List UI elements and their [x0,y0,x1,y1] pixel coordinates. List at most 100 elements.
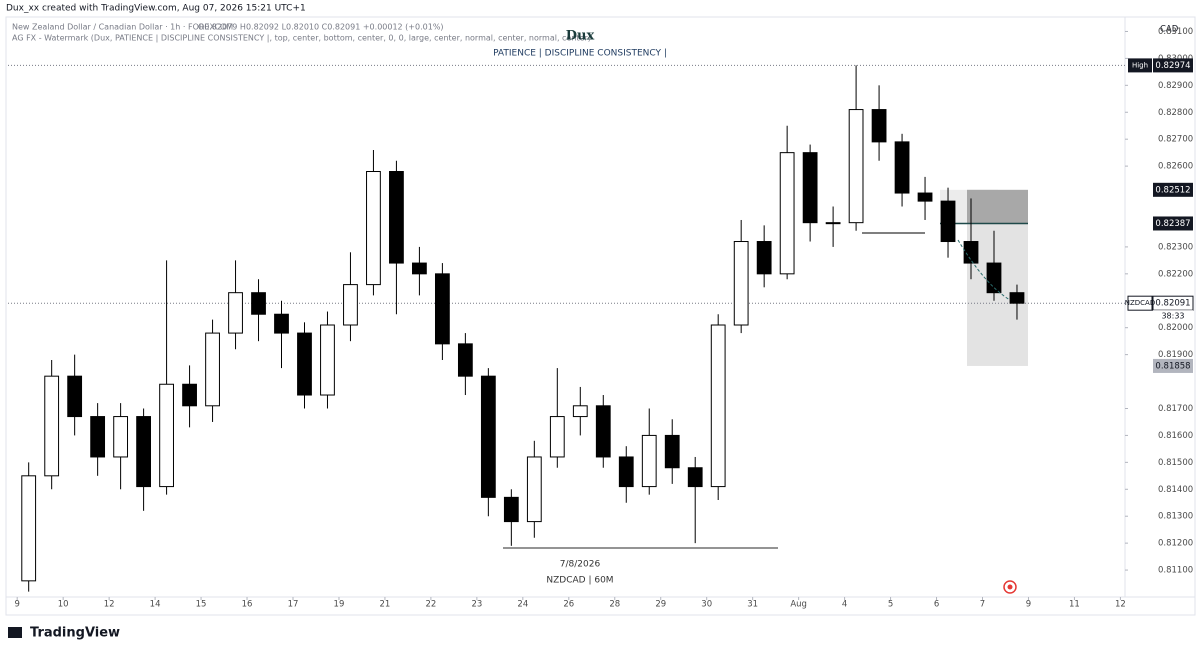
candle-body [710,324,726,488]
x-tick-label: 9 [1026,600,1031,610]
footer-logo: TradingView [8,626,120,641]
candle-body [871,109,887,143]
ohlc: O0.82079 H0.82092 L0.82010 C0.82091 +0.0… [198,23,444,32]
x-tick-label: 7 [980,600,985,610]
watermark-motto: PATIENCE | DISCIPLINE CONSISTENCY | [493,49,667,59]
candle-body [182,383,197,407]
stop-zone [967,189,1028,224]
candle-body [733,241,749,326]
y-tick-label: 0.81100 [1158,566,1193,576]
y-tick-label: 0.82700 [1158,135,1193,145]
countdown-bg [1153,310,1193,323]
x-tick-label: 30 [701,600,712,610]
x-tick-label: 17 [288,600,299,610]
candle-body [618,456,634,488]
candle-body [21,475,37,582]
y-tick-label: 0.81700 [1158,404,1193,414]
last-badge-tag-bg [1127,295,1153,311]
candle-body [205,332,220,407]
y-tick-label: 0.82300 [1158,242,1193,252]
candle-body [320,324,335,396]
x-tick-label: Aug [790,600,807,610]
candle-body [802,152,818,224]
candle-body [595,405,611,458]
target-badge-value: 0.81858 [1155,361,1190,371]
x-tick-label: 22 [425,600,436,610]
x-tick-label: 16 [242,600,253,610]
candle-body [963,241,979,264]
x-tick-label: 4 [842,600,847,610]
high-badge-tag: High [1132,61,1148,69]
candle-body [228,292,243,334]
entry-badge-value: 0.82387 [1155,219,1190,229]
x-tick-label: 31 [747,600,758,610]
panel-frame [5,16,1196,616]
y-tick-label: 0.81600 [1158,431,1193,441]
last-badge-value: 0.82091 [1155,299,1190,309]
candle-body [917,192,933,202]
candle-body [526,456,542,523]
y-tick-label: 0.81400 [1158,485,1193,495]
plot [8,64,1125,592]
candle-body [274,313,289,334]
y-tick-label: 0.83100 [1158,27,1193,37]
x-tick-label: 21 [380,600,391,610]
y-tick-label: 0.81900 [1158,350,1193,360]
y-tick-label: 0.81500 [1158,458,1193,468]
x-tick-label: 14 [150,600,161,610]
candle-body [986,262,1002,294]
candle-body [756,241,772,275]
candle-body [1009,292,1025,304]
x-tick-label: 29 [655,600,666,610]
y-tick-label: 0.82900 [1158,81,1193,91]
candle-body [549,416,565,458]
last-badge-tag: NZDCAD [1125,299,1156,307]
created-by: Dux_xx created with TradingView.com, Aug… [6,4,306,14]
candle-body [940,200,956,243]
candle-body [848,109,864,224]
x-tick-label: 28 [609,600,620,610]
x-tick-label: 12 [104,600,115,610]
x-tick-label: 23 [471,600,482,610]
annotation-symbol: NZDCAD | 60M [546,576,613,586]
candle-body [67,375,83,418]
candle-body [412,262,427,275]
x-tick-label: 26 [563,600,574,610]
x-tick-label: 10 [58,600,69,610]
logo-mark [8,627,22,638]
candle-body [641,434,657,488]
target-badge-bg [1153,358,1193,373]
x-tick-label: 5 [888,600,893,610]
entry-badge-bg [1153,216,1193,231]
candle-body [480,375,496,498]
x-tick-label: 6 [934,600,939,610]
x-tick-label: 11 [1069,600,1080,610]
high-badge-tag-bg [1128,58,1152,73]
watermark-logo: Dux [566,29,595,44]
stop-badge-value: 0.82512 [1155,185,1190,195]
event-icon-dot [1007,584,1013,590]
projection [957,239,1011,301]
high-badge-value: 0.82974 [1155,61,1190,71]
x-tick-label: 9 [14,600,19,610]
candle-body [343,284,358,326]
instrument: New Zealand Dollar / Canadian Dollar · 1… [12,23,233,32]
x-tick-label: 19 [334,600,345,610]
candle-body [113,416,129,458]
x-tick-label: 24 [517,600,528,610]
candle-body [297,332,312,396]
candle-body [159,383,174,488]
candle-body [572,405,588,418]
candle-body [251,292,266,315]
y-tick-label: 0.81300 [1158,512,1193,522]
y-tick-label: 0.82800 [1158,108,1193,118]
countdown: 38:33 [1161,312,1184,321]
stop-badge-bg [1153,182,1193,197]
candle-body [664,434,680,469]
x-tick-label: 15 [196,600,207,610]
high-badge-bg [1153,58,1193,73]
candle-body [687,467,703,488]
candle-body [503,496,519,523]
candle-body [825,222,841,225]
